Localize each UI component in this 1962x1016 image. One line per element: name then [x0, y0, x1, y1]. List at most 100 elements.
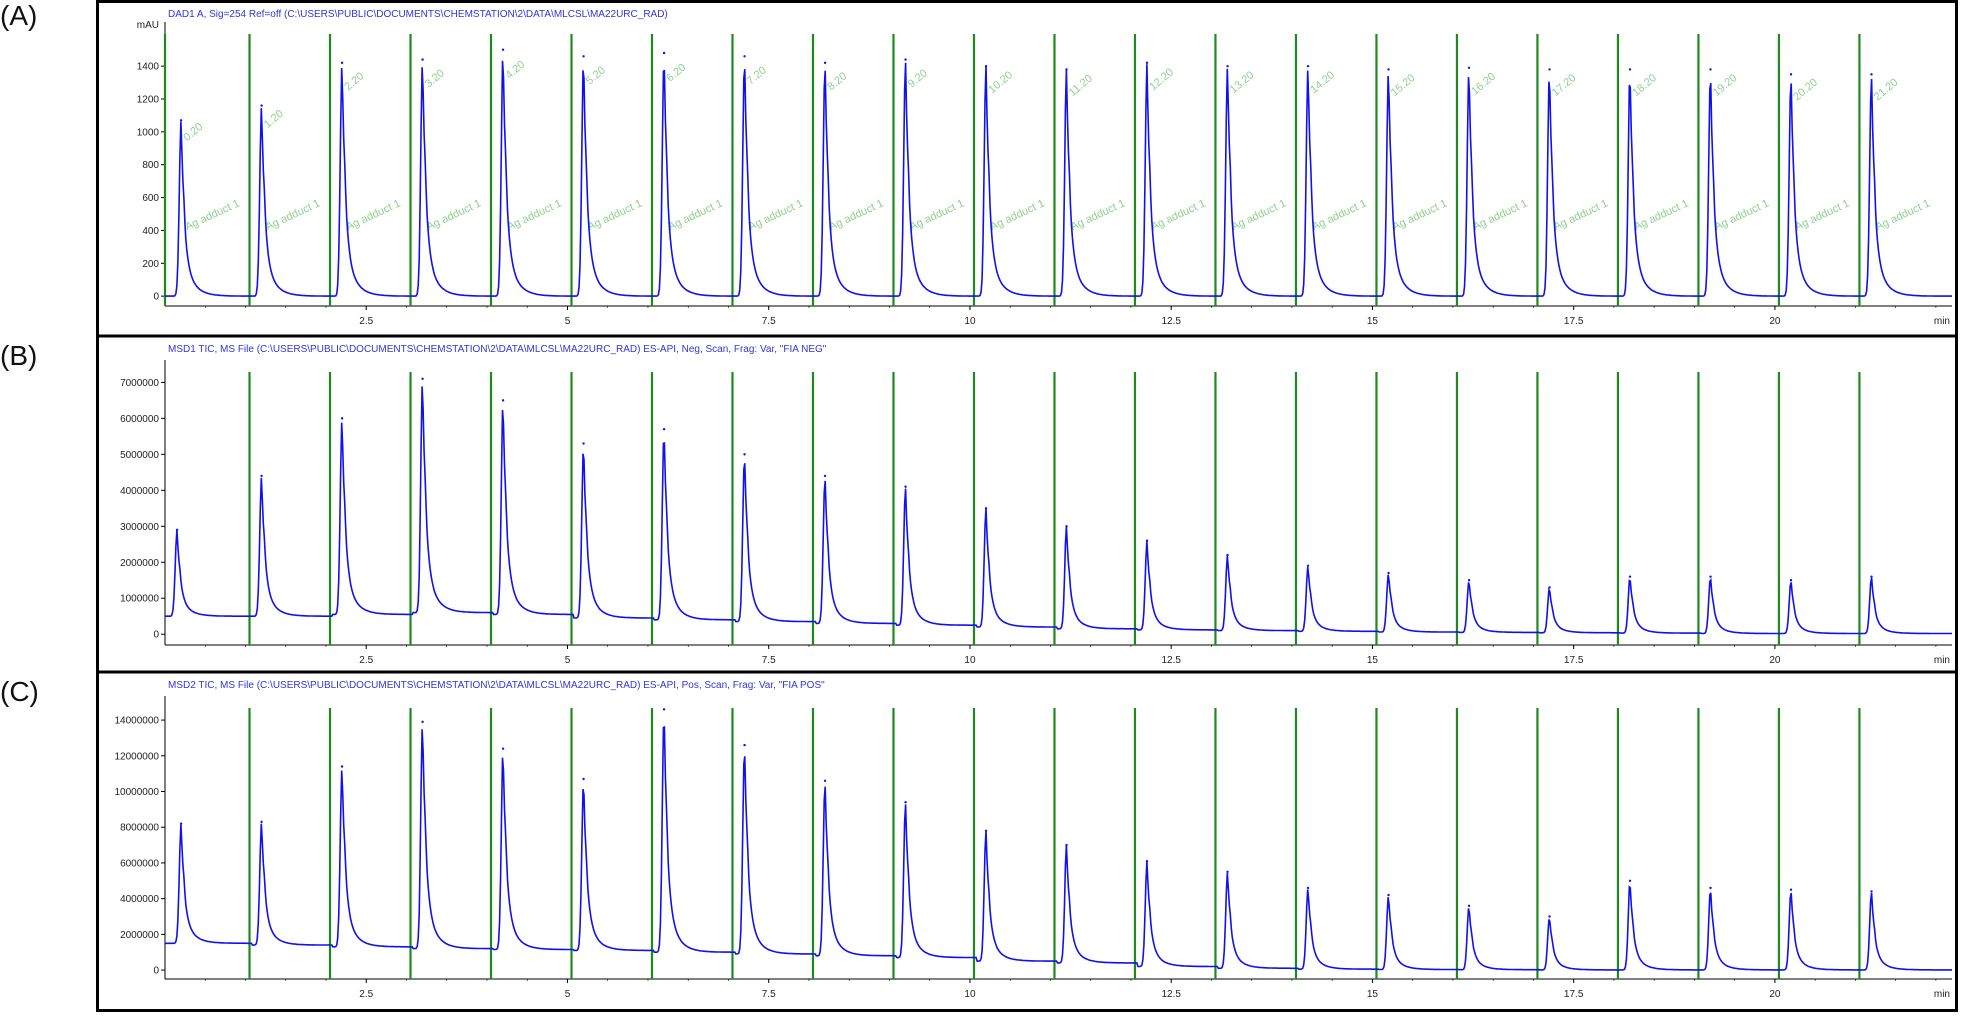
peak-annotation-time: 4.20	[503, 59, 527, 82]
peak-annotation-time: 9.20	[906, 67, 930, 90]
peak-apex	[179, 822, 183, 825]
peak-annotation-time: 11.20	[1067, 73, 1095, 99]
x-tick-label: 7.5	[762, 316, 776, 327]
x-tick-label: 5	[565, 989, 571, 1000]
peak-apex	[340, 417, 344, 420]
peak-annotation-time: 6.20	[664, 62, 688, 85]
peak-annotation-name: Ag adduct 1	[1713, 197, 1771, 233]
y-tick-label: 8000000	[120, 823, 159, 834]
peak-apex	[179, 119, 183, 122]
peak-apex	[501, 747, 505, 750]
peak-annotation-name: Ag adduct 1	[505, 197, 563, 233]
x-tick-label: 17.5	[1564, 655, 1584, 666]
x-tick-label: 2.5	[359, 316, 373, 327]
peak-apex	[904, 801, 907, 804]
y-tick-label: 4000000	[120, 486, 159, 497]
y-tick-label: 5000000	[120, 450, 159, 461]
x-tick-label: 5	[565, 316, 571, 327]
panel-label-c: (C)	[0, 676, 39, 707]
peak-apex	[1065, 68, 1068, 71]
peak-annotation-name: Ag adduct 1	[344, 197, 402, 233]
y-tick-label: 200	[142, 259, 159, 270]
peak-annotation-name: Ag adduct 1	[1471, 197, 1529, 233]
panel-header: MSD2 TIC, MS File (C:\USERS\PUBLIC\DOCUM…	[168, 680, 825, 691]
y-tick-label: 800	[142, 160, 159, 171]
peak-annotation-time: 10.20	[986, 69, 1015, 96]
peak-apex	[1145, 61, 1149, 65]
y-tick-label: 2000000	[120, 930, 159, 941]
peak-apex	[1628, 575, 1632, 578]
x-tick-label: 12.5	[1161, 989, 1181, 1000]
x-tick-label: 7.5	[762, 655, 776, 666]
peak-annotation-name: Ag adduct 1	[425, 197, 483, 233]
panel-header: MSD1 TIC, MS File (C:\USERS\PUBLIC\DOCUM…	[168, 344, 827, 355]
x-tick-label: 12.5	[1161, 316, 1181, 327]
peak-annotation-time: 12.20	[1147, 66, 1176, 93]
y-tick-label: 0	[153, 966, 159, 977]
peak-apex	[1467, 904, 1471, 907]
peak-apex	[1387, 571, 1390, 575]
y-tick-label: 6000000	[120, 414, 159, 425]
peak-apex	[1789, 579, 1793, 582]
y-tick-label: 1000	[137, 127, 160, 138]
peak-apex	[662, 708, 666, 711]
peak-apex	[175, 528, 179, 532]
peak-annotation-name: Ag adduct 1	[908, 197, 966, 233]
peak-apex	[1226, 553, 1229, 557]
chart-panel-a: DAD1 A, Sig=254 Ref=off (C:\USERS\PUBLIC…	[99, 9, 1955, 338]
peak-annotation-time: 14.20	[1308, 69, 1337, 96]
peak-apex	[501, 48, 505, 51]
peak-annotation-time: 8.20	[825, 70, 849, 93]
y-axis-unit: mAU	[137, 20, 159, 31]
x-tick-label: 10	[964, 989, 976, 1000]
x-tick-label: 15	[1367, 989, 1379, 1000]
peak-apex	[1306, 64, 1310, 68]
peak-apex	[984, 507, 988, 510]
peak-annotation-time: 19.20	[1711, 72, 1740, 99]
x-tick-label: 20	[1769, 655, 1781, 666]
x-tick-label: 17.5	[1564, 989, 1584, 1000]
peak-apex	[823, 779, 827, 782]
y-tick-label: 3000000	[120, 522, 159, 533]
peak-annotation-name: Ag adduct 1	[666, 197, 724, 233]
peak-apex	[1628, 68, 1632, 71]
x-tick-label: 20	[1769, 989, 1781, 1000]
peak-apex	[1065, 525, 1068, 528]
peak-annotation-time: 3.20	[423, 67, 447, 90]
peak-apex	[501, 399, 505, 402]
chart-panel-c: MSD2 TIC, MS File (C:\USERS\PUBLIC\DOCUM…	[115, 680, 1952, 1000]
peak-apex	[421, 377, 424, 380]
peak-annotation-name: Ag adduct 1	[264, 197, 322, 233]
peak-apex	[823, 474, 827, 478]
peak-apex	[260, 820, 263, 824]
peak-apex	[582, 55, 585, 58]
x-tick-label: 15	[1367, 316, 1379, 327]
y-tick-label: 1400	[137, 62, 160, 73]
signal-trace	[165, 60, 1952, 297]
peak-apex	[1709, 886, 1712, 890]
peak-apex	[662, 427, 666, 431]
peak-apex	[1306, 564, 1310, 568]
x-axis-unit: min	[1934, 989, 1950, 1000]
peak-annotation-time: 5.20	[584, 64, 608, 87]
y-tick-label: 0	[153, 630, 159, 641]
x-tick-label: 5	[565, 655, 571, 666]
peak-apex	[904, 485, 907, 488]
peak-annotation-name: Ag adduct 1	[1230, 197, 1288, 233]
peak-annotation-time: 7.20	[745, 64, 769, 87]
peak-apex	[1387, 893, 1390, 897]
peak-annotation-time: 13.20	[1228, 69, 1257, 96]
signal-trace	[165, 725, 1952, 971]
peak-annotation-name: Ag adduct 1	[586, 197, 644, 233]
peak-apex	[1387, 68, 1390, 71]
peak-apex	[662, 51, 666, 55]
peak-annotation-name: Ag adduct 1	[1874, 197, 1932, 233]
peak-annotation-name: Ag adduct 1	[1552, 197, 1610, 233]
y-tick-label: 10000000	[115, 787, 160, 798]
peak-annotation-name: Ag adduct 1	[747, 197, 805, 233]
peak-annotation-name: Ag adduct 1	[1391, 197, 1449, 233]
chart-frame	[96, 0, 1958, 1012]
peak-apex	[1226, 64, 1229, 68]
panel-header: DAD1 A, Sig=254 Ref=off (C:\USERS\PUBLIC…	[168, 9, 668, 20]
